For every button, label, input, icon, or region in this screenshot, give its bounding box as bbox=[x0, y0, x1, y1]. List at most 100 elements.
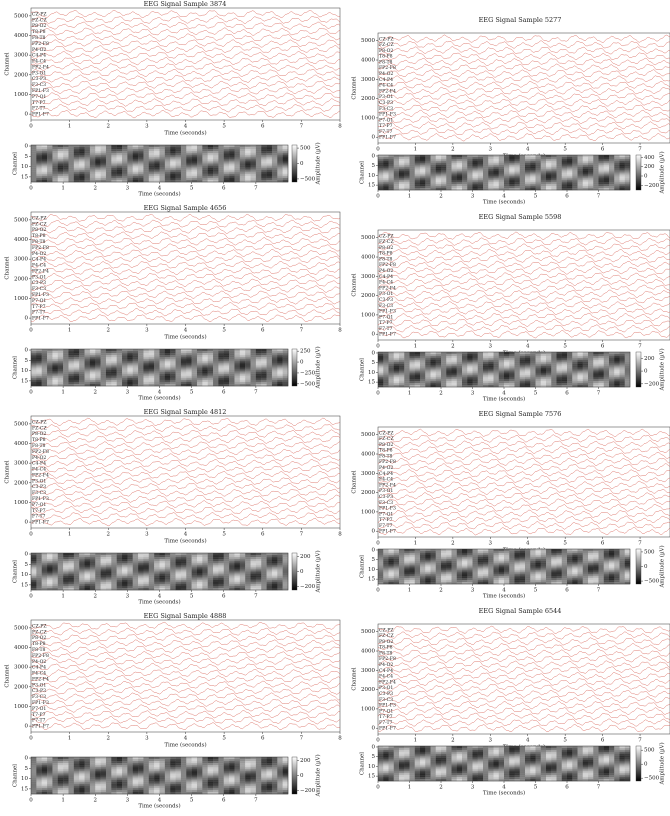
heatmap-cell bbox=[143, 765, 149, 768]
heatmap-cell bbox=[164, 581, 171, 585]
heatmap-cell bbox=[116, 179, 123, 183]
heatmap-cell bbox=[52, 147, 58, 150]
heatmap-cell bbox=[250, 769, 257, 772]
heatmap-cell bbox=[57, 585, 64, 589]
channel-label: FP2-F8 bbox=[379, 65, 396, 71]
heatmap-cell bbox=[89, 777, 96, 780]
heatmap-cell bbox=[100, 583, 107, 587]
heatmap-cell bbox=[180, 779, 187, 782]
heatmap-cell bbox=[95, 777, 101, 780]
heatmap-cell bbox=[84, 381, 91, 385]
channel-label: FP2-F8 bbox=[32, 653, 49, 659]
heatmap-cell bbox=[393, 170, 400, 173]
x-tick-label: 3 bbox=[145, 124, 149, 130]
heatmap-cell bbox=[202, 159, 208, 162]
channel-label: FP1-F3 bbox=[32, 88, 49, 94]
heatmap-cell bbox=[441, 176, 447, 179]
heatmap-cell bbox=[223, 579, 230, 582]
heatmap-cell bbox=[111, 153, 117, 156]
heatmap-cell bbox=[399, 162, 405, 165]
heatmap-cell bbox=[95, 381, 101, 385]
heatmap-cell bbox=[229, 567, 235, 570]
heatmap-cell bbox=[170, 773, 176, 776]
heatmap-cell bbox=[218, 785, 224, 789]
heatmap-cell bbox=[234, 559, 241, 562]
heatmap-cell bbox=[180, 179, 187, 183]
heatmap-cell bbox=[84, 567, 91, 570]
heatmap-cell bbox=[250, 163, 257, 166]
heatmap-cell bbox=[100, 365, 107, 368]
heatmap-cell bbox=[68, 779, 75, 782]
heatmap-cell bbox=[100, 157, 107, 160]
heatmap-cell bbox=[261, 771, 267, 774]
heatmap-cell bbox=[277, 147, 283, 150]
heatmap-cell bbox=[266, 563, 273, 566]
heatmap-cell bbox=[89, 179, 96, 183]
heatmap-cell bbox=[79, 381, 85, 385]
heatmap-cell bbox=[462, 164, 468, 167]
heatmap-cell bbox=[132, 361, 139, 364]
heatmap-cell bbox=[202, 173, 208, 177]
heatmap-cell bbox=[271, 583, 278, 587]
heatmap-cell bbox=[170, 587, 176, 591]
heatmap-cell bbox=[73, 145, 80, 148]
heatmap-cell bbox=[261, 761, 267, 764]
heatmap-cell bbox=[593, 184, 599, 187]
heatmap-cell bbox=[180, 357, 187, 360]
heatmap-cell bbox=[164, 145, 171, 148]
heatmap-cell bbox=[111, 371, 117, 374]
heatmap-cell bbox=[535, 164, 541, 167]
heatmap-cell bbox=[388, 158, 394, 162]
heatmap-cell bbox=[47, 167, 53, 170]
heatmap-cell bbox=[143, 581, 149, 585]
heatmap-cell bbox=[446, 166, 452, 169]
channel-label: CZ-PZ bbox=[32, 623, 47, 629]
heatmap-cell bbox=[191, 567, 198, 570]
heatmap-cell bbox=[41, 363, 48, 366]
heatmap-cell bbox=[148, 365, 155, 368]
heatmap-cell bbox=[95, 555, 101, 558]
heatmap-cell bbox=[138, 787, 144, 791]
heatmap-cell bbox=[41, 377, 48, 381]
heatmap-cell bbox=[100, 359, 107, 362]
heatmap-cell bbox=[143, 381, 149, 385]
x-tick-label: 2 bbox=[107, 124, 111, 130]
y-tick-label: 4000 bbox=[14, 645, 28, 651]
heatmap-cell bbox=[388, 186, 394, 189]
heatmap-cell bbox=[116, 373, 123, 376]
heatmap-cell bbox=[143, 383, 149, 387]
heatmap-cell bbox=[164, 789, 171, 793]
heatmap-cell bbox=[196, 579, 203, 582]
heatmap-cell bbox=[36, 167, 42, 170]
heatmap-cell bbox=[546, 164, 552, 167]
heatmap-cell bbox=[245, 173, 251, 177]
heatmap-cell bbox=[111, 555, 117, 558]
heatmap-cell bbox=[430, 160, 436, 163]
heatmap-cell bbox=[186, 783, 192, 786]
heatmap-cell bbox=[282, 357, 289, 360]
heatmap-cell bbox=[31, 579, 37, 582]
heatmap-cell bbox=[234, 163, 241, 166]
x-tick-label: 7 bbox=[300, 124, 304, 130]
heatmap-cell bbox=[420, 186, 426, 189]
heatmap-cell bbox=[36, 575, 42, 578]
heatmap-cell bbox=[556, 162, 562, 165]
heatmap-cell bbox=[202, 163, 208, 166]
heatmap-cell bbox=[239, 377, 246, 381]
heatmap-cell bbox=[89, 557, 96, 560]
heatmap-cell bbox=[229, 581, 235, 585]
heatmap-cell bbox=[180, 761, 187, 764]
heatmap-cell bbox=[255, 763, 262, 766]
heatmap-cell bbox=[159, 163, 166, 166]
heatmap-cell bbox=[266, 383, 273, 387]
heatmap-cell bbox=[73, 357, 80, 360]
heatmap-cell bbox=[498, 353, 505, 357]
heatmap-cell bbox=[245, 555, 251, 558]
heatmap-cell bbox=[186, 381, 192, 385]
heatmap-cell bbox=[138, 791, 144, 795]
heatmap-cell bbox=[277, 555, 283, 558]
heatmap-cell bbox=[63, 563, 69, 566]
heatmap-cell bbox=[175, 567, 182, 570]
heatmap-cell bbox=[79, 147, 85, 150]
heatmap-cell bbox=[266, 565, 273, 568]
